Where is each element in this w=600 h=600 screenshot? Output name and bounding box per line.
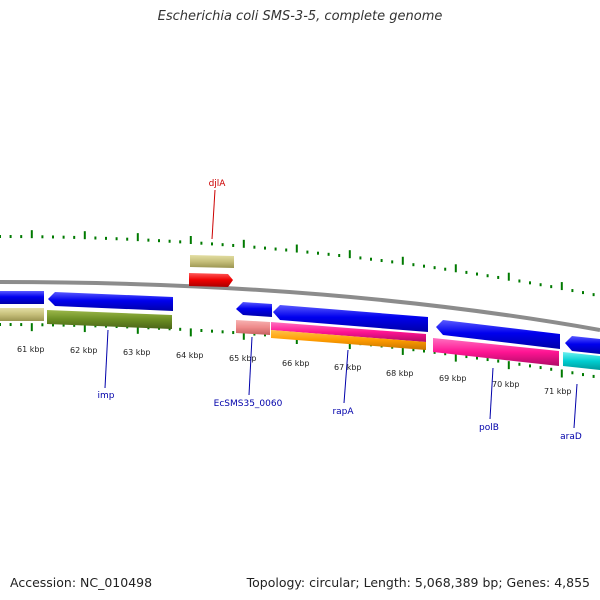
svg-text:polB: polB [479, 423, 499, 433]
feature-bar-rapA-orange[interactable] [271, 330, 426, 350]
feature-bar-araD-cyan[interactable] [563, 352, 600, 370]
gene-label-araD[interactable]: araD [560, 383, 582, 442]
gene-arrow-left-1[interactable] [0, 291, 44, 304]
genome-backbone [0, 280, 600, 332]
feature-bar-rapA-magenta[interactable] [271, 322, 426, 342]
tick-label: 61 kbp [17, 345, 45, 354]
svg-text:djlA: djlA [209, 179, 227, 189]
accession-text: Accession: NC_010498 [10, 575, 153, 590]
feature-bar-polB-magenta[interactable] [433, 338, 559, 366]
svg-text:imp: imp [98, 391, 115, 401]
tick-label: 63 kbp [123, 348, 151, 357]
gene-arrow-rapA[interactable] [273, 305, 428, 332]
tick-label: 67 kbp [334, 363, 362, 372]
svg-text:araD: araD [560, 432, 582, 442]
tick-label: 65 kbp [229, 354, 257, 363]
tick-label: 64 kbp [176, 351, 204, 360]
gene-arrow-left-3[interactable] [236, 302, 272, 317]
gene-arrow-imp[interactable] [48, 292, 173, 311]
gene-label-djlA[interactable]: djlA [209, 179, 227, 240]
kbp-tick-labels: 61 kbp 62 kbp 63 kbp 64 kbp 65 kbp 66 kb… [17, 345, 572, 396]
topology-text: Topology: circular; Length: 5,068,389 bp… [246, 575, 590, 590]
gene-label-EcSMS35_0060[interactable]: EcSMS35_0060 [214, 336, 283, 409]
gene-bar-djlA-khaki[interactable] [190, 255, 234, 268]
gene-arrow-polB[interactable] [436, 320, 560, 349]
gene-arrow-araD[interactable] [565, 336, 600, 354]
gene-arrow-djlA[interactable] [189, 273, 233, 287]
tick-label: 62 kbp [70, 346, 98, 355]
tick-label: 69 kbp [439, 374, 467, 383]
tick-label: 70 kbp [492, 380, 520, 389]
upper-tick-ruler [0, 230, 595, 297]
gene-label-polB[interactable]: polB [479, 367, 499, 433]
feature-bar-khaki-left[interactable] [0, 308, 44, 321]
feature-bar-EcSMS35_0060-pink[interactable] [236, 320, 270, 335]
map-title: Escherichia coli SMS-3-5, complete genom… [157, 9, 443, 24]
tick-label: 66 kbp [282, 359, 310, 368]
tick-label: 68 kbp [386, 369, 414, 378]
feature-bar-imp-olive[interactable] [47, 310, 172, 329]
gene-label-imp[interactable]: imp [98, 329, 115, 401]
svg-text:EcSMS35_0060: EcSMS35_0060 [214, 399, 283, 409]
gene-label-rapA[interactable]: rapA [332, 349, 354, 417]
svg-text:rapA: rapA [332, 407, 354, 417]
tick-label: 71 kbp [544, 387, 572, 396]
